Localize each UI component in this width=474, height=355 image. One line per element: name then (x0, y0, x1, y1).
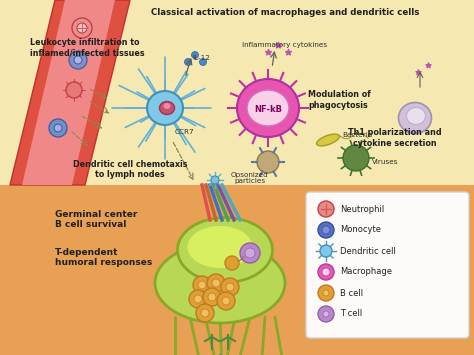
Ellipse shape (159, 102, 174, 115)
Ellipse shape (177, 218, 273, 283)
Circle shape (77, 23, 87, 33)
Circle shape (189, 290, 207, 308)
Circle shape (198, 281, 206, 289)
Text: Leukocyte infiltration to
inflamed/infected tissues: Leukocyte infiltration to inflamed/infec… (30, 38, 145, 58)
Ellipse shape (147, 91, 183, 125)
Ellipse shape (247, 90, 289, 126)
Text: Dendritic cell: Dendritic cell (340, 246, 396, 256)
Circle shape (318, 285, 334, 301)
Ellipse shape (317, 134, 339, 146)
Circle shape (200, 59, 207, 66)
Circle shape (245, 248, 255, 258)
Text: NF-kB: NF-kB (254, 105, 282, 115)
Circle shape (322, 226, 330, 234)
Circle shape (240, 243, 260, 263)
Text: Dendritic cell chemotaxis
to lymph nodes: Dendritic cell chemotaxis to lymph nodes (73, 160, 187, 179)
Text: Viruses: Viruses (372, 159, 399, 165)
Ellipse shape (237, 79, 299, 137)
Circle shape (320, 245, 332, 257)
Ellipse shape (164, 103, 171, 109)
Circle shape (184, 59, 191, 66)
Circle shape (343, 145, 369, 171)
Text: Bacteria: Bacteria (342, 132, 372, 138)
Ellipse shape (399, 103, 431, 133)
Circle shape (318, 222, 334, 238)
Text: Modulation of
phagocytosis: Modulation of phagocytosis (308, 90, 371, 110)
Point (284, 49, 292, 55)
Circle shape (257, 151, 279, 173)
Point (264, 49, 272, 55)
Text: Opsonized
particles: Opsonized particles (231, 171, 269, 185)
Circle shape (212, 279, 220, 287)
Circle shape (226, 283, 234, 291)
Circle shape (72, 18, 92, 38)
Text: IL-12: IL-12 (192, 55, 210, 61)
Circle shape (203, 288, 221, 306)
Circle shape (49, 119, 67, 137)
Ellipse shape (188, 226, 253, 268)
Text: Th1 polarization and
cytokine secretion: Th1 polarization and cytokine secretion (348, 128, 442, 148)
Circle shape (225, 256, 239, 270)
Point (274, 42, 282, 48)
Circle shape (208, 293, 216, 301)
Circle shape (193, 276, 211, 294)
Bar (0, 0, 474, 185)
Bar (0, 185, 474, 355)
Circle shape (322, 268, 330, 276)
Circle shape (318, 201, 334, 217)
Text: Monocyte: Monocyte (340, 225, 381, 235)
Polygon shape (22, 0, 115, 185)
Point (424, 62, 432, 68)
Circle shape (211, 176, 219, 184)
Circle shape (222, 297, 230, 305)
Circle shape (323, 290, 329, 296)
Circle shape (69, 51, 87, 69)
Text: CCR7: CCR7 (175, 129, 195, 135)
Circle shape (54, 124, 62, 132)
Circle shape (318, 264, 334, 280)
Circle shape (318, 306, 334, 322)
Circle shape (217, 292, 235, 310)
Text: T cell: T cell (340, 310, 362, 318)
Ellipse shape (407, 108, 426, 125)
Circle shape (191, 51, 199, 59)
Circle shape (196, 304, 214, 322)
Text: T-dependent
humoral responses: T-dependent humoral responses (55, 248, 152, 267)
Circle shape (194, 295, 202, 303)
Circle shape (74, 56, 82, 64)
Text: Germinal center
B cell survival: Germinal center B cell survival (55, 210, 137, 229)
Text: Inflammatory cytokines: Inflammatory cytokines (242, 42, 327, 48)
Text: B cell: B cell (340, 289, 363, 297)
Point (414, 69, 422, 75)
Ellipse shape (155, 243, 285, 323)
Circle shape (221, 278, 239, 296)
Circle shape (66, 82, 82, 98)
Text: Classical activation of macrophages and dendritic cells: Classical activation of macrophages and … (151, 8, 419, 17)
Text: Macrophage: Macrophage (340, 268, 392, 277)
Polygon shape (10, 0, 130, 185)
Circle shape (207, 274, 225, 292)
Circle shape (323, 311, 329, 317)
FancyBboxPatch shape (306, 192, 469, 338)
Text: Neutrophil: Neutrophil (340, 204, 384, 213)
Circle shape (201, 309, 209, 317)
